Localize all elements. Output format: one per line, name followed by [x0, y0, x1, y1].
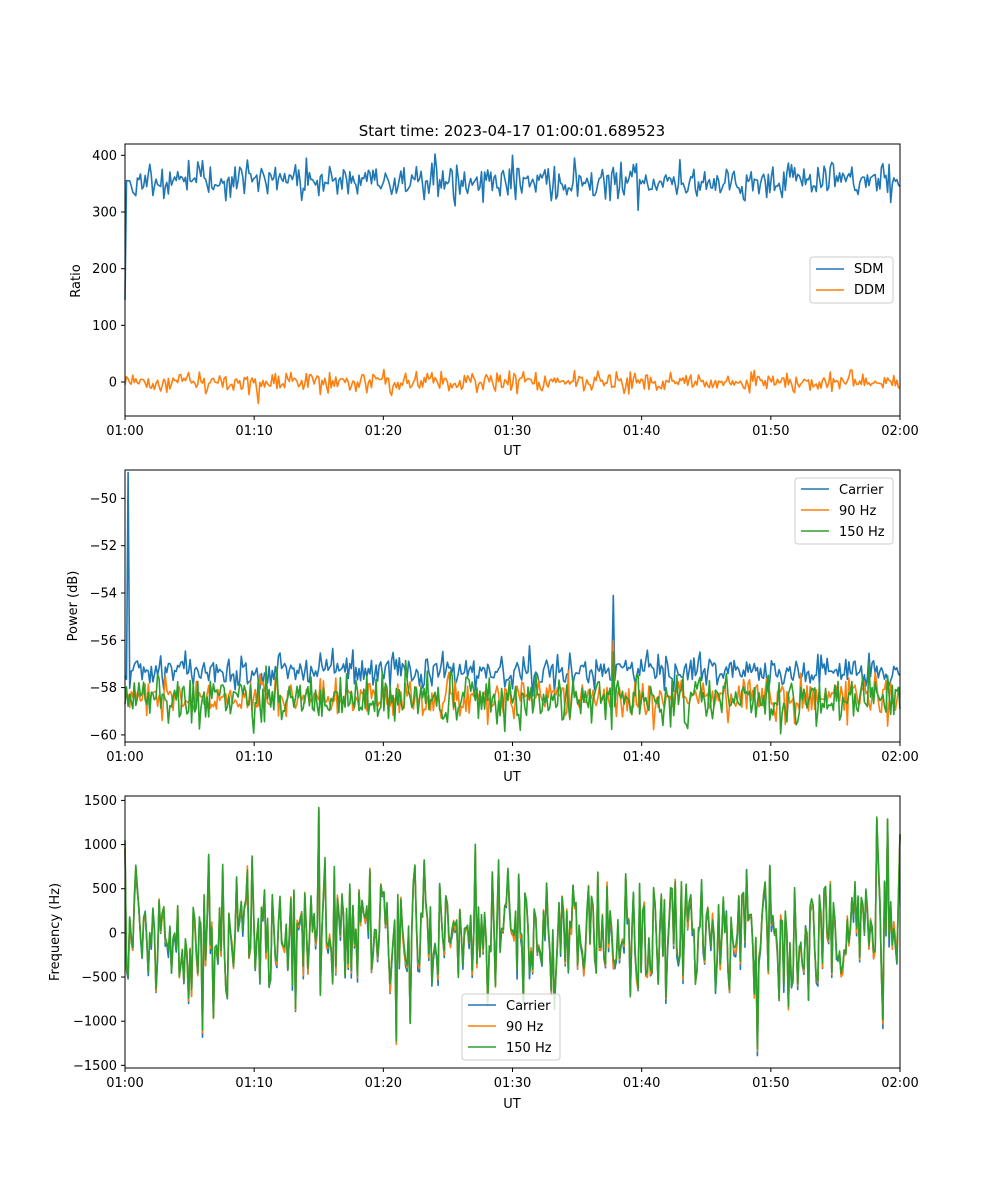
- series-line-150-hz: [124, 806, 901, 1050]
- x-tick-label: 01:50: [752, 424, 789, 439]
- x-tick-label: 01:50: [752, 750, 789, 765]
- x-tick-label: 01:30: [494, 750, 531, 765]
- y-tick-label: −50: [90, 492, 117, 507]
- legend-label-carrier-freq: Carrier: [506, 999, 551, 1014]
- y-tick-label: 100: [92, 319, 117, 334]
- x-tick-label: 01:00: [106, 424, 143, 439]
- ratio-x-ticks: 01:00 01:10 01:20 01:30 01:40 01:50 02:00: [106, 416, 919, 439]
- frequency-legend: Carrier 90 Hz 150 Hz: [461, 993, 561, 1061]
- frequency-x-ticks: 01:00 01:10 01:20 01:30 01:40 01:50 02:00: [106, 1068, 919, 1091]
- y-tick-label: 0: [109, 926, 117, 941]
- y-tick-label: 1500: [84, 794, 117, 809]
- series-line-ddm: [124, 368, 900, 405]
- x-tick-label: 01:30: [494, 1076, 531, 1091]
- y-tick-label: −500: [81, 971, 117, 986]
- y-tick-label: −1500: [73, 1059, 117, 1074]
- y-tick-label: −52: [90, 539, 117, 554]
- y-tick-label: 300: [92, 206, 117, 221]
- power-xlabel: UT: [503, 770, 521, 785]
- legend-label-ddm: DDM: [854, 283, 885, 298]
- ratio-xlabel: UT: [503, 444, 521, 459]
- power-panel: 01:00 01:10 01:20 01:30 01:40 01:50 02:00 −60−…: [66, 469, 919, 785]
- x-tick-label: 01:30: [494, 424, 531, 439]
- x-tick-label: 02:00: [881, 750, 918, 765]
- series-line-sdm: [124, 153, 901, 300]
- legend-label-sdm: SDM: [854, 262, 883, 277]
- ratio-y-ticks: 0 100 200 300 400: [92, 149, 125, 391]
- frequency-ylabel: Frequency (Hz): [48, 883, 63, 981]
- y-tick-label: −58: [90, 681, 117, 696]
- legend-label-90hz-freq: 90 Hz: [506, 1020, 543, 1035]
- x-tick-label: 02:00: [881, 424, 918, 439]
- y-tick-label: −54: [90, 586, 117, 601]
- legend-label-90hz: 90 Hz: [839, 504, 876, 519]
- series-line-carrier: [124, 471, 901, 697]
- x-tick-label: 01:00: [106, 1076, 143, 1091]
- power-ylabel: Power (dB): [66, 571, 81, 642]
- frequency-y-ticks: −1500 −1000 −500 0 500 1000 1500: [73, 794, 125, 1074]
- x-tick-label: 01:00: [106, 750, 143, 765]
- y-tick-label: −1000: [73, 1015, 117, 1030]
- y-tick-label: 400: [92, 149, 117, 164]
- figure-title: Start time: 2023-04-17 01:00:01.689523: [359, 122, 665, 140]
- x-tick-label: 01:20: [365, 750, 402, 765]
- x-tick-label: 01:50: [752, 1076, 789, 1091]
- frequency-lines: [124, 806, 901, 1057]
- power-x-ticks: 01:00 01:10 01:20 01:30 01:40 01:50 02:00: [106, 742, 919, 765]
- legend-label-carrier: Carrier: [839, 483, 884, 498]
- frequency-panel: 01:00 01:10 01:20 01:30 01:40 01:50 02:00 −150…: [48, 794, 919, 1112]
- ratio-panel: 01:00 01:10 01:20 01:30 01:40 01:50 02:00 0 100…: [69, 143, 919, 459]
- ratio-legend: SDM DDM: [809, 256, 894, 304]
- x-tick-label: 01:10: [235, 750, 272, 765]
- series-line-150-hz: [124, 651, 901, 735]
- x-tick-label: 01:40: [623, 750, 660, 765]
- power-legend: Carrier 90 Hz 150 Hz: [794, 477, 894, 545]
- power-y-ticks: −60 −58 −56 −54 −52 −50: [90, 492, 125, 743]
- y-tick-label: 1000: [84, 838, 117, 853]
- y-tick-label: −56: [90, 634, 117, 649]
- x-tick-label: 01:10: [235, 424, 272, 439]
- x-tick-label: 02:00: [881, 1076, 918, 1091]
- frequency-legend-box: [461, 993, 561, 1061]
- x-tick-label: 01:40: [623, 1076, 660, 1091]
- frequency-xlabel: UT: [503, 1097, 521, 1112]
- legend-label-150hz-freq: 150 Hz: [506, 1041, 552, 1056]
- series-line-90-hz: [124, 639, 901, 731]
- y-tick-label: 0: [109, 376, 117, 391]
- y-tick-label: −60: [90, 728, 117, 743]
- x-tick-label: 01:10: [235, 1076, 272, 1091]
- ratio-ylabel: Ratio: [69, 264, 84, 297]
- ratio-lines: [124, 153, 901, 405]
- legend-label-150hz: 150 Hz: [839, 525, 885, 540]
- power-legend-box: [794, 477, 894, 545]
- x-tick-label: 01:20: [365, 424, 402, 439]
- x-tick-label: 01:20: [365, 1076, 402, 1091]
- x-tick-label: 01:40: [623, 424, 660, 439]
- power-lines: [124, 471, 901, 735]
- y-tick-label: 200: [92, 262, 117, 277]
- y-tick-label: 500: [92, 882, 117, 897]
